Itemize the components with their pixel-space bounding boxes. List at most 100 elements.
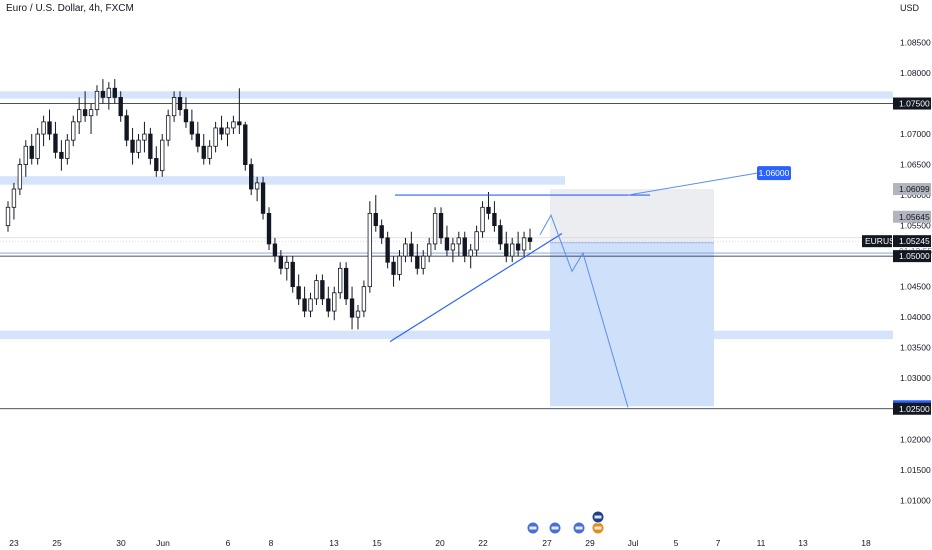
candle[interactable] xyxy=(35,127,40,165)
candle[interactable] xyxy=(165,109,171,147)
drawings-layer[interactable]: 1.06000 xyxy=(389,166,791,408)
candle[interactable] xyxy=(118,91,123,122)
candle[interactable] xyxy=(343,262,349,305)
x-axis[interactable]: 23 25 30 Jun 6 8 13 15 20 22 27 29 Jul 5 7 11 13 18 xyxy=(9,538,871,548)
candle[interactable] xyxy=(160,134,165,177)
candle[interactable] xyxy=(219,115,224,141)
candle[interactable] xyxy=(272,237,278,263)
candle[interactable] xyxy=(492,201,497,232)
event-flag-icon[interactable] xyxy=(526,521,540,535)
candle[interactable] xyxy=(338,262,343,299)
candle[interactable] xyxy=(142,121,147,153)
candle[interactable] xyxy=(521,231,527,257)
candle[interactable] xyxy=(379,219,384,244)
candle[interactable] xyxy=(367,201,373,293)
event-flag-icon[interactable] xyxy=(548,521,562,535)
candle[interactable] xyxy=(450,237,456,263)
candle[interactable] xyxy=(504,231,509,263)
candle[interactable] xyxy=(29,134,34,165)
candles-layer[interactable] xyxy=(5,79,533,330)
candle[interactable] xyxy=(302,286,307,318)
candle[interactable] xyxy=(189,109,195,141)
candle[interactable] xyxy=(201,134,206,165)
candle[interactable] xyxy=(59,140,64,171)
candle[interactable] xyxy=(462,231,467,263)
candle[interactable] xyxy=(468,243,473,269)
candle[interactable] xyxy=(409,231,414,263)
candle[interactable] xyxy=(5,201,11,232)
candle[interactable] xyxy=(349,286,355,330)
candle[interactable] xyxy=(53,121,58,159)
candle[interactable] xyxy=(23,140,28,177)
target-label-box[interactable] xyxy=(757,166,791,181)
candle[interactable] xyxy=(320,274,325,305)
candle[interactable] xyxy=(11,182,17,220)
candle[interactable] xyxy=(249,158,254,196)
candle[interactable] xyxy=(94,85,100,116)
event-flag-icon[interactable] xyxy=(591,521,605,535)
candle[interactable] xyxy=(41,115,46,147)
candle[interactable] xyxy=(77,97,82,135)
candle[interactable] xyxy=(397,250,402,281)
candle[interactable] xyxy=(361,280,367,318)
triangle-support-line[interactable] xyxy=(389,233,563,343)
candle[interactable] xyxy=(527,228,533,251)
candle[interactable] xyxy=(432,207,438,251)
candle[interactable] xyxy=(254,176,260,202)
candle[interactable] xyxy=(177,91,183,116)
candle[interactable] xyxy=(296,274,301,305)
candle[interactable] xyxy=(515,231,521,257)
candle[interactable] xyxy=(373,195,378,232)
economic-events[interactable] xyxy=(526,510,605,535)
candle[interactable] xyxy=(314,274,319,305)
candle[interactable] xyxy=(148,127,153,165)
candle[interactable] xyxy=(82,91,88,122)
candle[interactable] xyxy=(486,192,491,220)
candle[interactable] xyxy=(385,231,390,269)
candle[interactable] xyxy=(136,134,141,159)
candle[interactable] xyxy=(290,256,295,293)
target-trend-line[interactable] xyxy=(627,172,758,196)
candle[interactable] xyxy=(510,237,515,263)
candle[interactable] xyxy=(415,243,420,275)
candle[interactable] xyxy=(207,140,212,165)
projection-path[interactable] xyxy=(539,214,629,408)
candle[interactable] xyxy=(421,250,426,275)
candle[interactable] xyxy=(391,256,396,287)
candle[interactable] xyxy=(106,82,112,110)
candle[interactable] xyxy=(231,115,236,135)
candle[interactable] xyxy=(438,207,444,244)
candle[interactable] xyxy=(213,121,218,153)
candle[interactable] xyxy=(326,286,331,318)
candle[interactable] xyxy=(100,79,106,104)
candle[interactable] xyxy=(260,176,266,220)
candle[interactable] xyxy=(498,219,503,251)
candle[interactable] xyxy=(88,103,94,135)
candle[interactable] xyxy=(124,109,129,147)
candle[interactable] xyxy=(266,207,272,251)
candle[interactable] xyxy=(444,225,450,257)
candle[interactable] xyxy=(332,286,337,321)
candle[interactable] xyxy=(456,231,461,257)
candle[interactable] xyxy=(237,88,242,135)
candle[interactable] xyxy=(284,256,289,281)
candle[interactable] xyxy=(65,134,70,165)
candle[interactable] xyxy=(17,158,23,196)
candle[interactable] xyxy=(154,146,159,177)
candle[interactable] xyxy=(243,121,248,171)
candle[interactable] xyxy=(195,121,200,153)
candle[interactable] xyxy=(71,115,76,147)
candle[interactable] xyxy=(355,304,361,330)
candle[interactable] xyxy=(278,250,284,275)
candle[interactable] xyxy=(225,121,230,147)
candle[interactable] xyxy=(112,79,117,104)
candle[interactable] xyxy=(47,109,52,141)
candle[interactable] xyxy=(474,225,479,257)
candle[interactable] xyxy=(171,91,177,122)
event-flag-icon[interactable] xyxy=(572,521,586,535)
candle[interactable] xyxy=(130,127,135,165)
candle[interactable] xyxy=(480,201,485,238)
candle[interactable] xyxy=(183,97,189,128)
candle[interactable] xyxy=(426,237,432,263)
